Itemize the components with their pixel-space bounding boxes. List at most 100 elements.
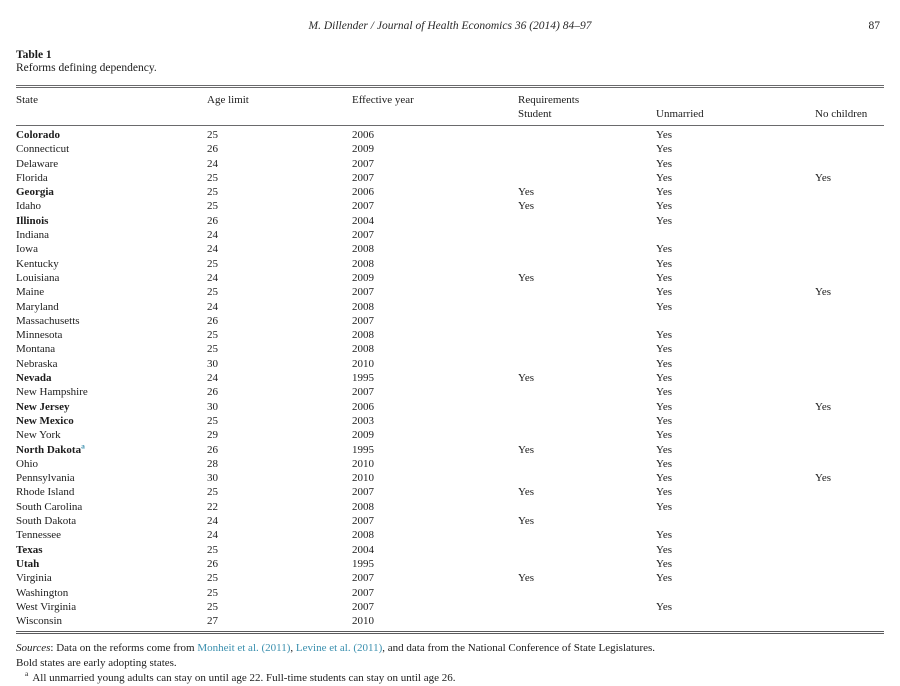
table-row: Pennsylvania 30 2010 Yes Yes: [16, 471, 884, 485]
state-cell: Washington: [16, 586, 207, 600]
unmarried-requirement-cell: Yes: [656, 129, 673, 141]
state-name: Louisiana: [16, 271, 60, 284]
unmarried-requirement-cell: Yes: [656, 300, 673, 313]
table-body: Colorado 25 2006 Yes Connecticut 26 2009 Yes Del…: [16, 126, 884, 631]
state-name: Kentucky: [16, 257, 59, 270]
no-children-requirement-cell: [815, 600, 884, 614]
table-row: Colorado 25 2006 Yes: [16, 128, 884, 142]
table-row: Utah 26 1995 Yes: [16, 557, 884, 571]
state-name: Nebraska: [16, 357, 58, 370]
state-name: Rhode Island: [16, 486, 75, 499]
state-cell: Nevada: [16, 371, 207, 385]
student-requirement-cell: [518, 428, 656, 442]
state-name: Colorado: [16, 129, 60, 141]
state-name: New York: [16, 429, 61, 442]
table-row: Nebraska 30 2010 Yes: [16, 357, 884, 371]
state-name: Minnesota: [16, 329, 63, 342]
unmarried-requirement-cell: [656, 514, 815, 528]
unmarried-requirement-cell: Yes: [656, 600, 673, 613]
no-children-requirement-cell: [815, 443, 884, 457]
student-column-label: Student: [518, 108, 552, 120]
table-header-rule: [16, 125, 884, 126]
no-children-requirement-cell: [815, 242, 884, 256]
unmarried-requirement-cell: Yes: [656, 171, 673, 184]
unmarried-requirement-cell: Yes: [656, 386, 673, 399]
table-row: Illinois 26 2004 Yes: [16, 214, 884, 228]
table-row: New Jersey 30 2006 Yes Yes: [16, 400, 884, 414]
effective-year-cell: 2007: [352, 286, 374, 299]
state-name: Washington: [16, 586, 69, 599]
student-requirement-cell: [518, 242, 656, 256]
no-children-requirement-cell: [815, 614, 884, 628]
student-requirement-cell: [518, 342, 656, 356]
no-children-requirement-cell: [815, 342, 884, 356]
student-requirement-cell: Yes: [518, 200, 535, 213]
levine-citation-link[interactable]: Levine et al. (2011): [295, 642, 383, 655]
table-row: Washington 25 2007: [16, 586, 884, 600]
age-limit-cell: 25: [207, 286, 218, 299]
table-row: Rhode Island 25 2007 Yes Yes: [16, 485, 884, 499]
state-cell: West Virginia: [16, 600, 207, 614]
age-limit-cell: 30: [207, 357, 218, 370]
no-children-requirement-cell: [815, 543, 884, 557]
no-children-requirement-cell: [815, 586, 884, 600]
age-limit-cell: 25: [207, 600, 218, 613]
no-children-requirement-cell: [815, 457, 884, 471]
state-cell: Illinois: [16, 214, 207, 228]
unmarried-requirement-cell: Yes: [656, 472, 673, 485]
state-cell: Ohio: [16, 457, 207, 471]
monheit-citation-link[interactable]: Monheit et al. (2011): [197, 642, 291, 655]
state-cell: Delaware: [16, 157, 207, 171]
state-footnote-marker: a: [81, 440, 85, 450]
table-row: Connecticut 26 2009 Yes: [16, 142, 884, 156]
table-row: Texas 25 2004 Yes: [16, 543, 884, 557]
unmarried-requirement-cell: Yes: [656, 286, 673, 299]
no-children-requirement-cell: Yes: [815, 472, 832, 485]
state-name: South Carolina: [16, 500, 83, 513]
effective-year-cell: 2010: [352, 357, 374, 370]
no-children-requirement-cell: [815, 571, 884, 585]
state-name: Massachusetts: [16, 314, 80, 327]
state-cell: Maine: [16, 285, 207, 299]
state-name: Indiana: [16, 229, 49, 242]
student-requirement-cell: [518, 385, 656, 399]
state-cell: North Dakotaa: [16, 440, 207, 457]
table-row: South Dakota 24 2007 Yes: [16, 514, 884, 528]
bold-states-note: Bold states are early adopting states.: [16, 656, 177, 669]
running-head-text: M. Dillender / Journal of Health Economi…: [308, 20, 592, 32]
unmarried-requirement-cell: Yes: [656, 486, 673, 499]
state-name: Illinois: [16, 214, 49, 227]
age-limit-cell: 24: [207, 229, 218, 242]
table-row: Nevada 24 1995 Yes Yes: [16, 371, 884, 385]
student-requirement-cell: [518, 257, 656, 271]
effective-year-cell: 2007: [352, 157, 374, 170]
state-name: Nevada: [16, 372, 52, 385]
effective-year-cell: 2007: [352, 600, 374, 613]
no-children-requirement-cell: [815, 357, 884, 371]
age-limit-cell: 24: [207, 243, 218, 256]
student-requirement-cell: Yes: [518, 572, 535, 585]
table-row: New York 29 2009 Yes: [16, 428, 884, 442]
effective-year-cell: 2008: [352, 329, 374, 342]
effective-year-cell: 2006: [352, 186, 374, 199]
effective-year-cell: 2004: [352, 543, 374, 556]
footnote-a: a All unmarried young adults can stay on …: [16, 670, 884, 686]
student-requirement-cell: [518, 228, 656, 242]
effective-year-cell: 2006: [352, 129, 374, 141]
student-requirement-cell: [518, 357, 656, 371]
no-children-requirement-cell: [815, 199, 884, 213]
state-cell: Tennessee: [16, 528, 207, 542]
unmarried-requirement-cell: Yes: [656, 529, 673, 542]
effective-year-cell: 2006: [352, 400, 374, 413]
unmarried-requirement-cell: [656, 614, 815, 628]
unmarried-requirement-cell: Yes: [656, 457, 673, 470]
table-row: South Carolina 22 2008 Yes: [16, 500, 884, 514]
student-requirement-cell: [518, 142, 656, 156]
state-name: Maryland: [16, 300, 59, 313]
state-name: South Dakota: [16, 515, 77, 528]
table-1-block: Table 1 Reforms defining dependency. Sta…: [16, 49, 884, 685]
table-caption: Reforms defining dependency.: [16, 62, 157, 74]
effective-year-cell: 2008: [352, 257, 374, 270]
table-row: Indiana 24 2007: [16, 228, 884, 242]
